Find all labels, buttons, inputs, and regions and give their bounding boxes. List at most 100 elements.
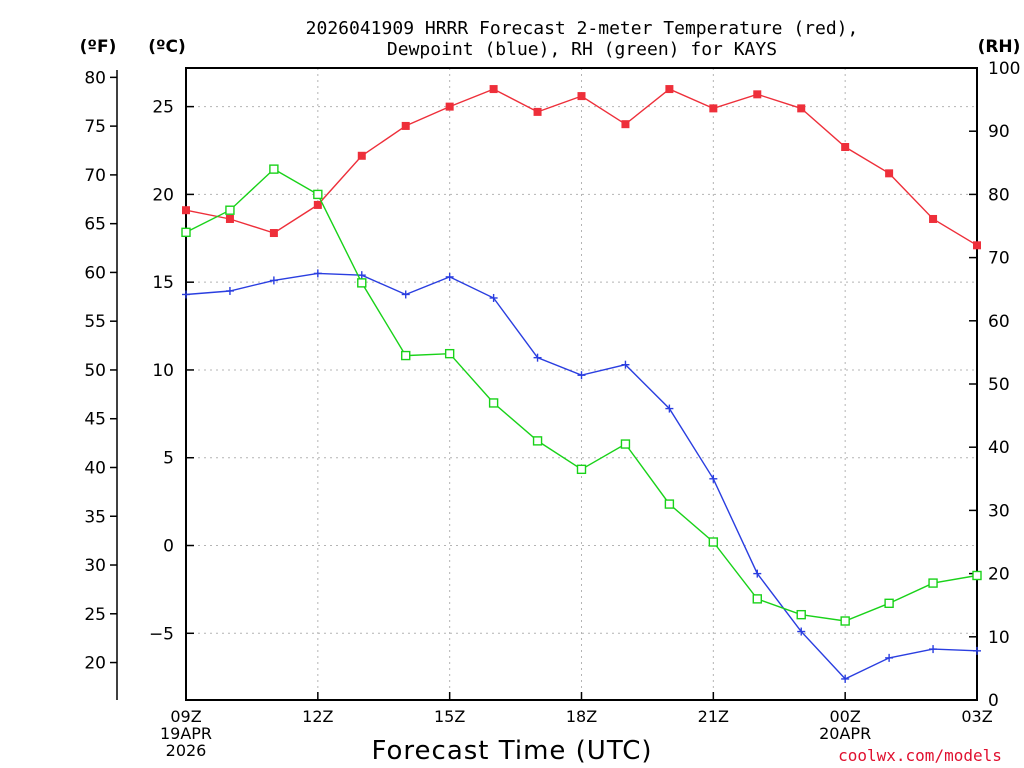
x-tick-label: 12Z [302,707,333,726]
fahrenheit-tick-label: 70 [84,166,106,186]
dewpoint-point [269,276,278,285]
plot-frame [185,67,978,701]
axes: 2520151050−58075706560555045403530252010… [84,59,1020,760]
dewpoint-point [357,271,366,280]
credit-text: coolwx.com/models [838,746,1002,765]
temperature-point [533,107,542,116]
rh-point [708,537,719,547]
celsius-tick-label: 15 [152,273,174,293]
rh-point [620,439,631,449]
rh-point [532,436,543,446]
rh-tick-label: 90 [988,122,1010,142]
temperature-point [929,214,938,223]
fahrenheit-tick-label: 40 [84,458,106,478]
rh-point [488,398,499,408]
temperature-point [885,169,894,178]
celsius-tick-label: −5 [149,624,174,644]
dewpoint-point [533,353,542,362]
rh-point [181,227,191,238]
x-axis-label: Forecast Time (UTC) [371,736,652,766]
dewpoint-point [753,569,762,578]
dewpoint-point [709,474,718,483]
x-tick-label: 21Z [698,707,729,726]
x-tick-label: 20APR [819,724,871,743]
temperature-point [577,92,586,101]
temperature-point [489,85,498,94]
rh-tick-label: 40 [988,438,1010,458]
rh-point [840,616,850,626]
temperature-point [313,200,322,209]
celsius-tick-label: 25 [152,98,174,118]
fahrenheit-tick-label: 75 [84,117,106,137]
fahrenheit-tick-label: 50 [84,361,106,381]
fahrenheit-tick-label: 30 [84,556,106,576]
fahrenheit-tick-label: 55 [84,312,106,332]
rh-tick-label: 50 [988,375,1010,395]
fahrenheit-tick-label: 80 [84,68,106,88]
rh-tick-label: 60 [988,312,1010,332]
grid-lines [185,68,978,700]
temperature-point [753,90,762,99]
temperature-point [973,241,981,250]
x-tick-label: 00Z [830,707,861,726]
temperature-point [621,120,630,129]
celsius-tick-label: 20 [152,185,174,205]
rh-point [269,164,279,174]
rh-tick-label: 30 [988,501,1010,521]
rh-tick-label: 0 [988,691,999,711]
fahrenheit-tick-label: 65 [84,215,106,235]
temperature-point [182,206,190,215]
rh-point [401,350,411,361]
dewpoint-point [225,286,234,295]
rh-point [444,348,455,359]
temperature-point [401,121,410,130]
dewpoint-point [973,646,981,655]
x-tick-label: 03Z [961,707,992,726]
temperature-point [709,104,718,113]
fahrenheit-tick-label: 35 [84,507,106,527]
x-tick-label: 09Z [170,707,201,726]
rh-point [752,594,762,604]
dewpoint-point [929,645,938,654]
x-tick-label: 19APR [160,724,212,743]
x-tick-label: 18Z [566,707,597,726]
temperature-point [797,104,806,113]
rh-tick-label: 10 [988,628,1010,648]
rh-point [884,598,894,609]
rh-point [313,189,323,200]
dewpoint-point [577,371,586,380]
dewpoint-point [401,290,410,299]
fahrenheit-tick-label: 25 [84,605,106,625]
temperature-point [269,229,278,238]
rh-point [664,499,675,509]
data-series [181,85,982,683]
temperature-point [665,85,674,94]
dewpoint-point [445,272,454,281]
dewpoint-point [182,290,190,299]
rh-point [796,609,806,620]
chart-title-line-1: 2026041909 HRRR Forecast 2-meter Tempera… [306,18,859,39]
chart-title-line-2: Dewpoint (blue), RH (green) for KAYS [387,39,777,60]
dewpoint-point [885,653,894,662]
rh-tick-label: 100 [988,59,1020,79]
celsius-tick-label: 10 [152,361,174,381]
fahrenheit-tick-label: 60 [84,263,106,283]
temperature-series-line [185,88,978,246]
celsius-unit-label: (ºC) [148,37,186,57]
x-tick-label: 2026 [166,741,207,760]
dewpoint-point [621,360,630,369]
dewpoint-point [489,293,498,302]
rh-point [928,578,938,588]
rh-unit-label: (RH) [978,37,1021,57]
rh-point [225,205,235,215]
rh-tick-label: 80 [988,185,1010,205]
celsius-tick-label: 0 [163,537,174,557]
rh-tick-label: 70 [988,249,1010,269]
celsius-tick-label: 5 [163,449,174,469]
dewpoint-point [313,269,322,278]
rh-point [972,570,982,581]
fahrenheit-tick-label: 20 [84,654,106,674]
rh-tick-label: 20 [988,565,1010,585]
